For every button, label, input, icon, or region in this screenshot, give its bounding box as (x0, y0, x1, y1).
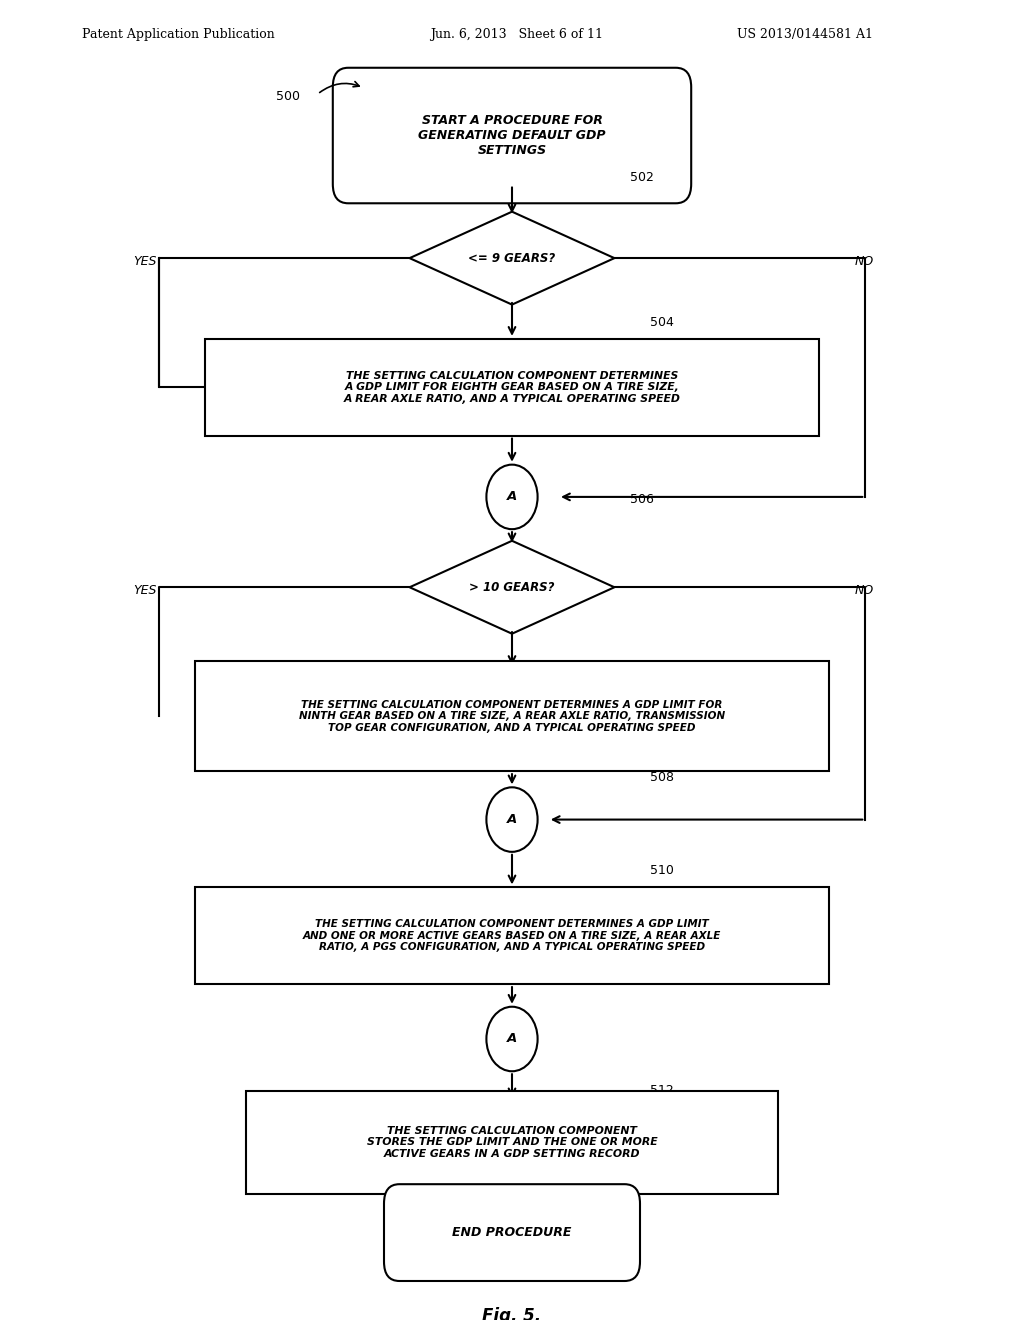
Text: US 2013/0144581 A1: US 2013/0144581 A1 (737, 28, 873, 41)
Text: THE SETTING CALCULATION COMPONENT DETERMINES A GDP LIMIT FOR
NINTH GEAR BASED ON: THE SETTING CALCULATION COMPONENT DETERM… (299, 700, 725, 733)
Text: 504: 504 (650, 315, 674, 329)
Text: 500: 500 (276, 90, 300, 103)
Circle shape (486, 465, 538, 529)
Text: Patent Application Publication: Patent Application Publication (82, 28, 274, 41)
Text: NO: NO (855, 255, 874, 268)
Text: Jun. 6, 2013   Sheet 6 of 11: Jun. 6, 2013 Sheet 6 of 11 (430, 28, 603, 41)
Text: A: A (507, 1032, 517, 1045)
Text: START A PROCEDURE FOR
GENERATING DEFAULT GDP
SETTINGS: START A PROCEDURE FOR GENERATING DEFAULT… (418, 114, 606, 157)
Polygon shape (410, 541, 614, 634)
Text: YES: YES (133, 583, 157, 597)
Text: THE SETTING CALCULATION COMPONENT
STORES THE GDP LIMIT AND THE ONE OR MORE
ACTIV: THE SETTING CALCULATION COMPONENT STORES… (367, 1126, 657, 1159)
Text: THE SETTING CALCULATION COMPONENT DETERMINES A GDP LIMIT
AND ONE OR MORE ACTIVE : THE SETTING CALCULATION COMPONENT DETERM… (303, 919, 721, 952)
Text: 512: 512 (650, 1084, 674, 1097)
Circle shape (486, 1007, 538, 1072)
Text: THE SETTING CALCULATION COMPONENT DETERMINES
A GDP LIMIT FOR EIGHTH GEAR BASED O: THE SETTING CALCULATION COMPONENT DETERM… (344, 371, 680, 404)
Text: 510: 510 (650, 865, 674, 878)
Text: A: A (507, 813, 517, 826)
Text: A: A (507, 491, 517, 503)
FancyBboxPatch shape (195, 887, 829, 985)
Text: NO: NO (855, 583, 874, 597)
Text: END PROCEDURE: END PROCEDURE (453, 1226, 571, 1239)
FancyBboxPatch shape (205, 339, 819, 436)
Text: YES: YES (133, 255, 157, 268)
FancyBboxPatch shape (333, 67, 691, 203)
FancyBboxPatch shape (246, 1090, 778, 1193)
Polygon shape (410, 211, 614, 305)
FancyBboxPatch shape (195, 661, 829, 771)
Text: Fig. 5.: Fig. 5. (482, 1308, 542, 1320)
Text: 508: 508 (650, 771, 674, 784)
Text: <= 9 GEARS?: <= 9 GEARS? (468, 252, 556, 264)
Circle shape (486, 787, 538, 851)
Text: 502: 502 (630, 170, 653, 183)
FancyBboxPatch shape (384, 1184, 640, 1280)
Text: > 10 GEARS?: > 10 GEARS? (469, 581, 555, 594)
Text: 506: 506 (630, 494, 653, 507)
